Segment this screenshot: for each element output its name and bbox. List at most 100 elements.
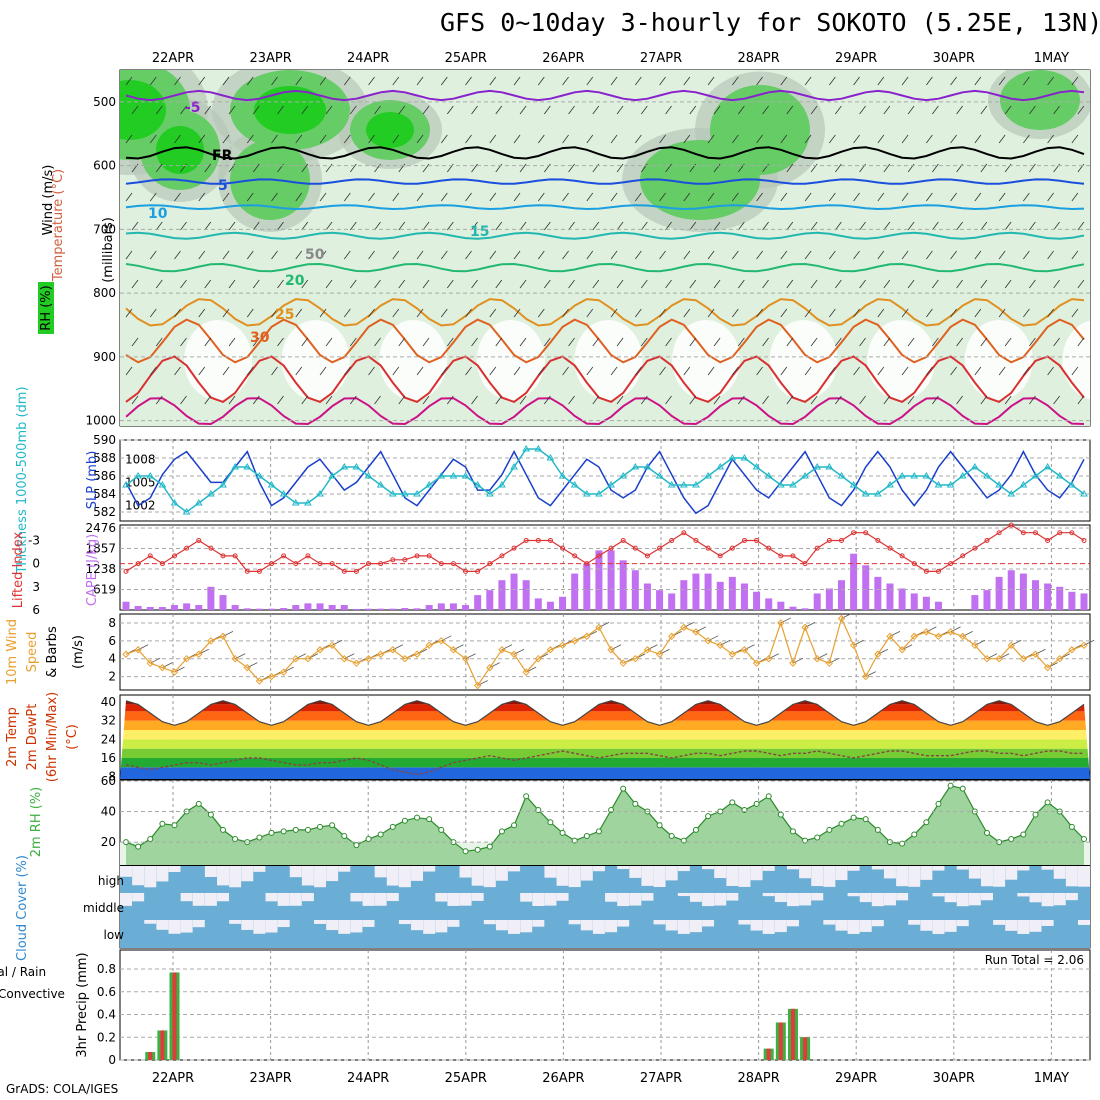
li-point [450,561,456,567]
wind-barb [689,279,697,289]
wind-barb [368,192,375,202]
cloud-gap [556,866,569,886]
cloud-gap [180,893,193,902]
wind-point [376,650,385,658]
wind-point [862,672,870,681]
li-point [1032,530,1038,536]
cloud-gap [144,920,157,924]
wind-barb [325,337,333,347]
cloud-gap [156,866,169,882]
temp-tick-label: 40 [101,695,116,709]
wind-point [655,650,664,658]
wind-barb [762,395,769,405]
thickness-point [1067,481,1076,488]
wind-barb [471,395,478,405]
isotherm-FR [125,146,1085,160]
wind-barb [562,134,569,144]
wind-point [316,646,324,654]
wind-point [1031,650,1040,658]
wind-barb [252,221,260,231]
wind-barb [1071,366,1079,376]
cape-bar [498,580,506,610]
wind-barb [513,250,521,260]
cape-bar [268,608,276,610]
cloud-gap [483,866,496,888]
cape-bar [474,595,482,610]
cloud-gap [1017,866,1030,871]
thickness-point [546,454,555,461]
wind-point [558,641,567,650]
li-point [232,553,238,559]
wind-barb [610,250,618,260]
cloud-gap [374,893,387,906]
wind-barb [489,192,497,202]
date-label-bottom: 23APR [249,1071,291,1086]
rh2m-point [171,822,178,829]
thickness-point [861,490,870,497]
thickness-point [679,481,688,488]
cloud-gap [665,866,678,881]
chart-title: GFS 0~10day 3-hourly for SOKOTO (5.25E, … [440,8,1100,37]
wind-barb [804,192,812,202]
dry-region [964,320,1033,400]
ylabel-cloud: Cloud Cover (%) [15,855,30,961]
ylabel-cape: CAPE (J/kg) [85,534,100,606]
wind-barb [174,366,181,376]
wind-barb [586,192,594,202]
precip-tick-label: 0.6 [97,985,116,999]
wind-barb [713,105,721,115]
wind-barb [926,76,933,86]
wind-point [546,646,555,654]
li-tick-label: 6 [32,603,40,617]
wind-barb [980,105,988,115]
cape-bar [716,581,724,610]
rh2m-point [911,831,918,838]
date-label-bottom: 29APR [835,1071,877,1086]
wind-barb-10m [780,617,792,624]
rh2m-point [462,848,469,855]
wind-point [328,641,336,650]
wind-barb [295,366,303,376]
wind-barb [616,395,624,405]
wind-barb [610,76,618,86]
cape-bar [146,607,154,610]
wind-barb [683,250,691,260]
li-point [390,557,396,563]
cape-bar [922,596,930,610]
cloud-gap [726,893,739,901]
li-point [826,537,832,543]
cloud-gap [1053,866,1066,879]
thickness-point [388,490,397,497]
wind-barb [713,279,721,289]
rh2m-point [668,832,675,839]
wind-barb [883,163,891,173]
cloud-gap [301,893,314,902]
li-point [754,537,760,543]
li-point [1081,537,1087,543]
credit-text: GrADS: COLA/IGES [6,1082,119,1096]
thickness-point [291,499,300,506]
slp-tick-label: 1002 [125,499,156,513]
cape-bar [377,608,385,610]
cloud-gap [168,866,181,873]
thickness-point [1031,472,1040,479]
wind-barb [252,337,260,347]
wind-barb [762,337,769,347]
thickness-point [789,481,797,488]
cloud-gap [241,920,254,930]
wind-barb [1047,134,1054,144]
rh2m-area [126,785,1084,865]
cape-bar [486,590,494,610]
wind-barb [689,395,697,405]
panel-frame-3 [119,613,1091,691]
cloud-gap [617,920,630,927]
rh2m-point [195,800,202,807]
cloud-gap [617,866,630,870]
cloud-gap [398,920,411,925]
li-point [135,561,141,567]
wind-barb [349,221,357,231]
cloud-gap [459,893,472,906]
rh-shade [156,126,204,174]
cape-bar [801,608,809,610]
wind-point [473,681,482,690]
